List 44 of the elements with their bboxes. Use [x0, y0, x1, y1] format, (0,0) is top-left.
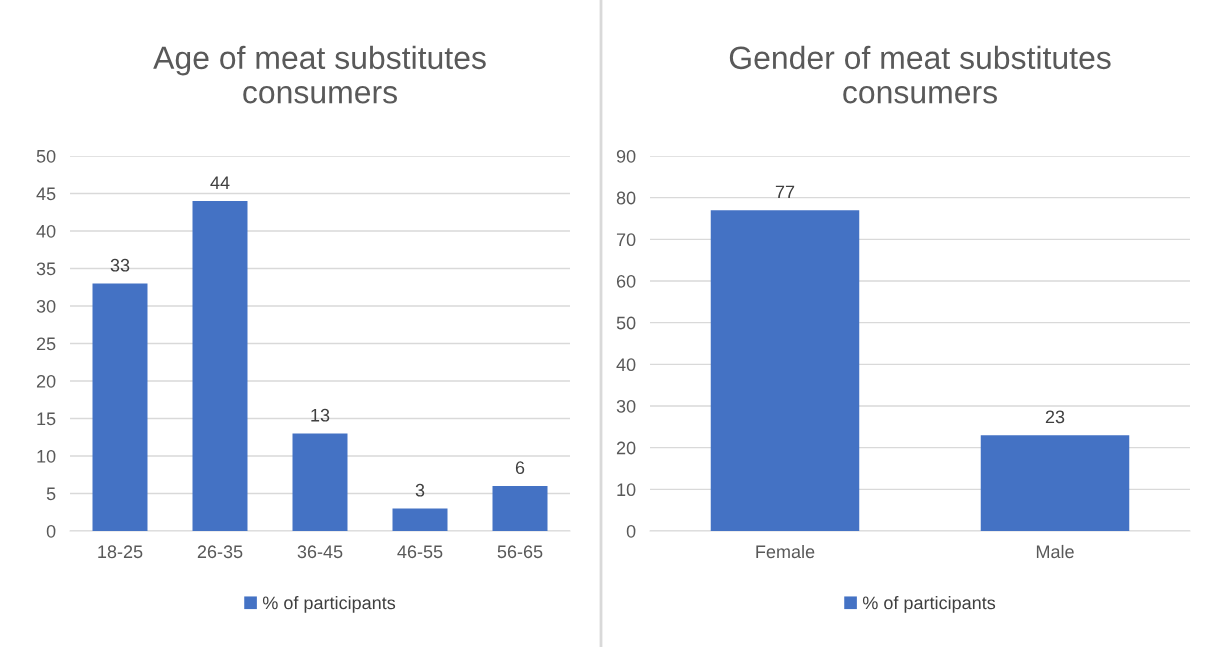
data-label: 33: [110, 258, 130, 272]
x-tick-label: 18-25: [98, 545, 143, 559]
y-tick-label: 50: [36, 149, 56, 163]
bar: [92, 283, 148, 531]
y-tick-label: 0: [46, 524, 56, 538]
x-tick-label: 46-55: [397, 545, 443, 559]
bar: [192, 201, 248, 531]
x-tick-label: Male: [1036, 544, 1074, 559]
chart-title: Age of meat substitutes consumers: [153, 45, 486, 104]
y-tick-label: 40: [36, 224, 56, 238]
x-tick-label: 26-35: [197, 545, 243, 559]
y-tick-label: 20: [36, 374, 56, 388]
y-tick-label: 30: [616, 399, 636, 413]
bar: [292, 433, 348, 531]
data-label: 23: [1045, 410, 1065, 424]
bar: [492, 486, 548, 531]
x-tick-label: 56-65: [497, 545, 543, 559]
x-tick-label: 36-45: [297, 545, 343, 559]
y-tick-label: 50: [616, 316, 636, 330]
y-tick-label: 15: [37, 412, 56, 426]
chart-title: Gender of meat substitutes consumers: [729, 45, 1111, 104]
data-label: 13: [311, 408, 330, 422]
y-tick-label: 30: [36, 299, 56, 313]
y-tick-label: 20: [616, 441, 636, 455]
y-tick-label: 70: [616, 233, 636, 247]
legend-label: % of participants: [262, 596, 396, 613]
y-tick-label: 10: [617, 483, 636, 497]
legend-label: % of participants: [862, 596, 996, 613]
data-label: 3: [415, 483, 425, 497]
y-tick-label: 90: [616, 149, 636, 163]
y-tick-label: 40: [616, 358, 636, 372]
y-tick-label: 0: [626, 524, 636, 538]
y-tick-label: 45: [36, 187, 56, 201]
y-tick-label: 5: [46, 487, 56, 501]
y-tick-label: 60: [616, 274, 636, 288]
y-tick-label: 35: [36, 262, 56, 276]
data-label: 44: [210, 176, 230, 189]
data-label: 77: [775, 185, 795, 199]
bar: [392, 508, 448, 531]
data-label: 6: [515, 461, 525, 475]
y-tick-label: 10: [37, 449, 56, 463]
y-tick-label: 25: [36, 337, 56, 351]
y-tick-label: 80: [616, 191, 636, 205]
x-tick-label: Female: [756, 544, 815, 559]
